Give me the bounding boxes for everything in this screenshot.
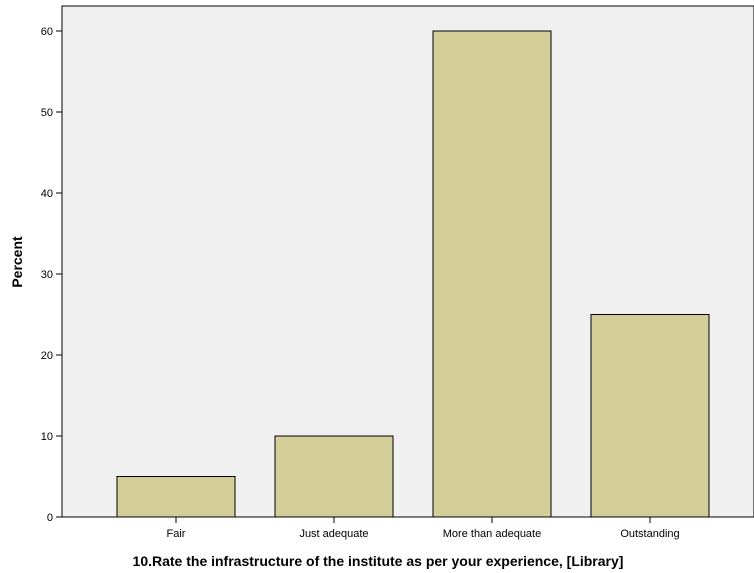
- x-tick-label: Just adequate: [299, 528, 368, 540]
- bars-group: [116, 30, 710, 518]
- bar-more-than-adequate: [432, 30, 552, 518]
- x-tick-label: More than adequate: [443, 528, 541, 540]
- x-tick-label: Fair: [167, 528, 186, 540]
- x-axis-title: 10.Rate the infrastructure of the instit…: [133, 553, 624, 569]
- bar-outstanding: [590, 314, 710, 518]
- y-axis: 0 10 20 30 40 50 60: [41, 26, 62, 524]
- y-tick-label: 40: [41, 188, 53, 200]
- y-tick-label: 60: [41, 26, 53, 38]
- y-axis-title: Percent: [9, 236, 25, 288]
- x-tick-label: Outstanding: [620, 528, 679, 540]
- bar-just-adequate: [274, 435, 394, 518]
- y-tick-label: 30: [41, 269, 53, 281]
- y-tick-label: 10: [41, 431, 53, 443]
- x-axis: Fair Just adequate More than adequate Outst…: [167, 517, 680, 540]
- bar-fair: [116, 476, 236, 518]
- y-tick-label: 50: [41, 107, 53, 119]
- y-tick-label: 0: [47, 512, 53, 524]
- y-tick-label: 20: [41, 350, 53, 362]
